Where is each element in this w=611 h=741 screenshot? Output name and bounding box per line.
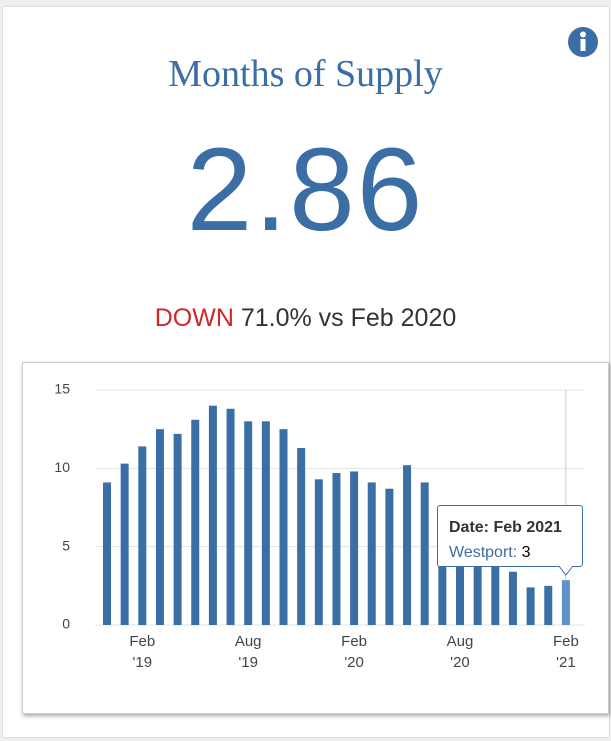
bar — [208, 405, 217, 625]
y-tick-label: 10 — [54, 459, 70, 475]
bar — [473, 549, 482, 625]
tooltip-date: Feb 2021 — [493, 519, 562, 536]
bar — [120, 463, 129, 625]
comparison: vs Feb 2020 — [318, 304, 457, 332]
bar — [403, 465, 412, 625]
bar — [438, 512, 447, 625]
tooltip-series: Westport: — [449, 544, 518, 561]
bar — [491, 562, 500, 625]
bar — [138, 446, 147, 625]
bar — [526, 587, 535, 625]
change-line: DOWN 71.0% vs Feb 2020 — [0, 304, 611, 333]
bar — [297, 447, 306, 625]
bar — [226, 408, 235, 625]
bar — [420, 482, 429, 625]
bar — [261, 421, 270, 625]
bar — [332, 473, 341, 625]
bar — [103, 482, 111, 625]
info-icon[interactable] — [567, 26, 599, 58]
bar — [456, 532, 464, 625]
x-tick-label: Feb '19 — [129, 633, 156, 671]
y-tick-label: 5 — [62, 537, 70, 553]
change: 71.0% — [240, 304, 312, 332]
x-tick-label: Aug '20 — [446, 633, 474, 671]
title: Months of Supply — [168, 53, 443, 95]
y-tick-label: 0 — [62, 616, 70, 632]
bar — [367, 482, 376, 625]
tooltip-value: 3 — [521, 544, 531, 561]
x-tick-label: Aug '19 — [234, 633, 262, 671]
bar — [350, 471, 359, 625]
metric-value: 2.86 — [186, 124, 425, 256]
bar — [173, 433, 182, 625]
bar — [155, 429, 164, 625]
tooltip-date-label: Date: — [449, 519, 490, 536]
bar — [191, 419, 200, 625]
bar — [244, 421, 253, 625]
bar — [544, 585, 553, 625]
bar — [508, 571, 517, 625]
bar — [561, 580, 570, 625]
bar — [385, 488, 394, 625]
tooltip: Date: Feb 2021 Westport: 3 — [437, 505, 583, 567]
x-tick-label: Feb '20 — [341, 633, 368, 671]
direction: DOWN — [154, 304, 234, 332]
x-tick-label: Feb '21 — [552, 633, 579, 671]
y-tick-label: 15 — [54, 381, 70, 397]
bar — [314, 479, 323, 625]
bar — [279, 429, 288, 625]
